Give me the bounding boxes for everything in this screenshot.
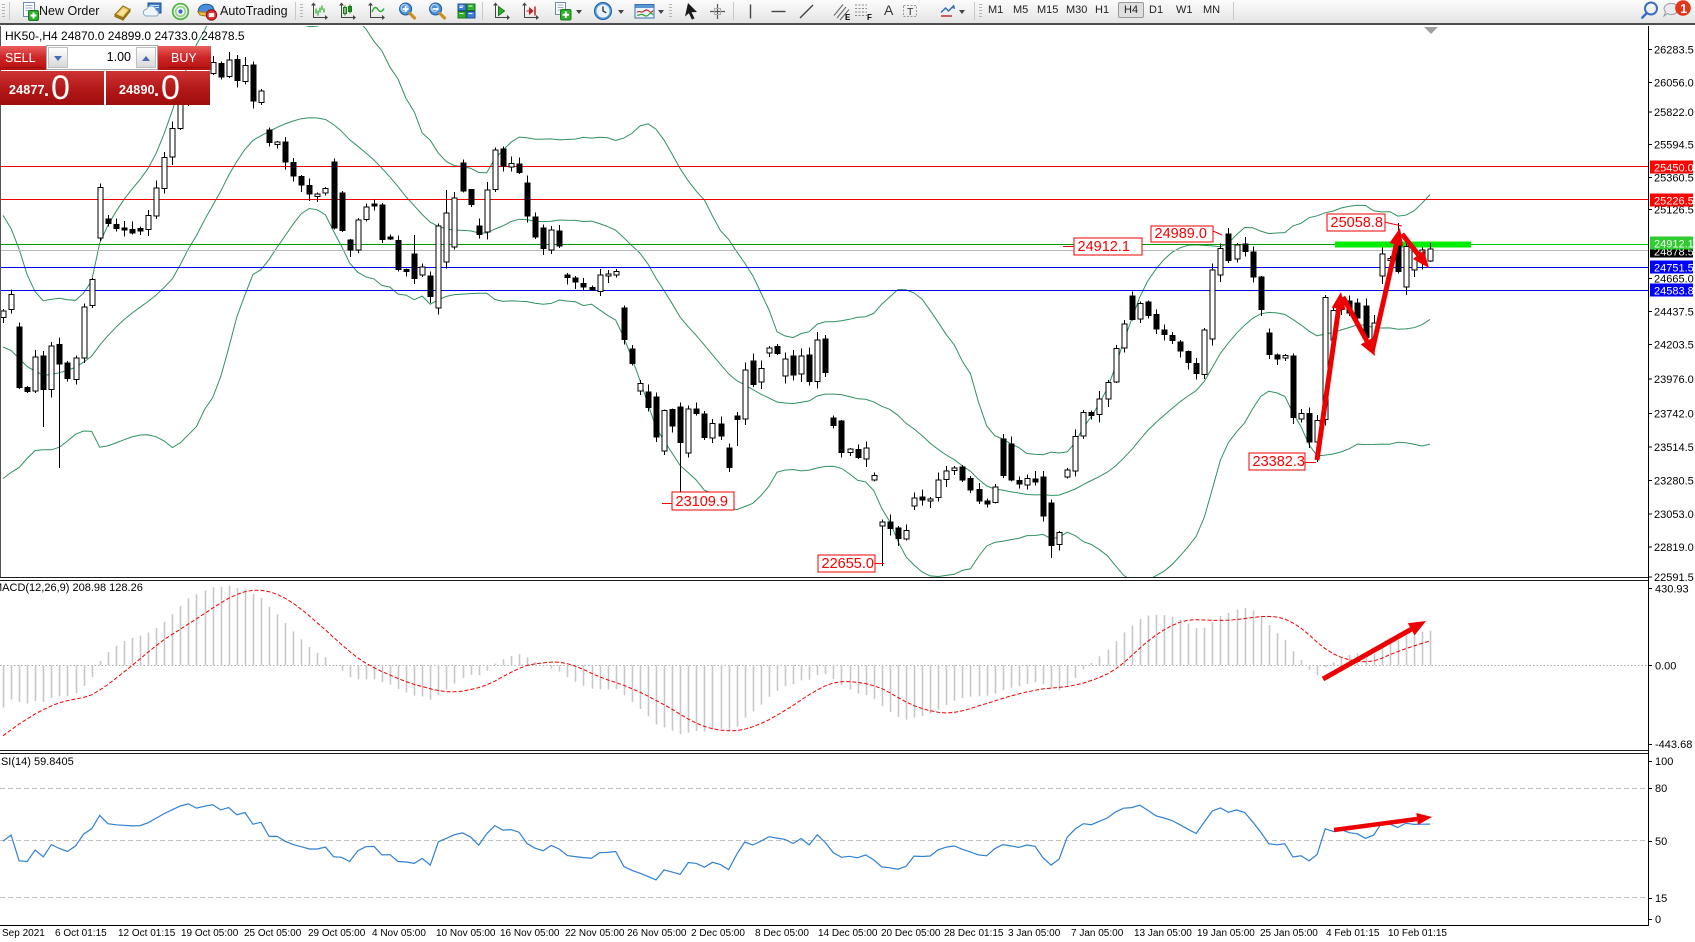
svg-text:19 Jan 05:00: 19 Jan 05:00 xyxy=(1197,928,1255,939)
svg-text:100: 100 xyxy=(1655,756,1673,768)
svg-text:3 Jan 05:00: 3 Jan 05:00 xyxy=(1008,928,1061,939)
svg-text:F: F xyxy=(867,13,872,21)
svg-text:25360.5: 25360.5 xyxy=(1654,173,1694,185)
svg-text:13 Jan 05:00: 13 Jan 05:00 xyxy=(1134,928,1192,939)
svg-text:24665.0: 24665.0 xyxy=(1654,274,1694,286)
svg-text:Sep 2021: Sep 2021 xyxy=(2,928,45,939)
svg-text:25226.5: 25226.5 xyxy=(1654,196,1694,208)
svg-text:25594.5: 25594.5 xyxy=(1654,139,1694,151)
svg-text:15: 15 xyxy=(1655,893,1667,905)
svg-text:23280.5: 23280.5 xyxy=(1654,476,1694,488)
svg-text:23514.5: 23514.5 xyxy=(1654,442,1694,454)
svg-text:25 Jan 05:00: 25 Jan 05:00 xyxy=(1260,928,1318,939)
svg-text:23382.3: 23382.3 xyxy=(1253,454,1305,470)
svg-text:24751.5: 24751.5 xyxy=(1654,263,1694,275)
svg-text:8 Dec 05:00: 8 Dec 05:00 xyxy=(755,928,809,939)
svg-text:T: T xyxy=(907,6,914,18)
svg-text:20 Dec 05:00: 20 Dec 05:00 xyxy=(881,928,941,939)
svg-text:16 Nov 05:00: 16 Nov 05:00 xyxy=(500,928,560,939)
svg-text:50: 50 xyxy=(1655,836,1667,848)
svg-text:25450.0: 25450.0 xyxy=(1654,163,1694,175)
svg-text:0: 0 xyxy=(1655,914,1661,926)
svg-text:22655.0: 22655.0 xyxy=(822,556,874,572)
svg-text:10 Feb 01:15: 10 Feb 01:15 xyxy=(1388,928,1447,939)
svg-text:7 Jan 05:00: 7 Jan 05:00 xyxy=(1071,928,1124,939)
svg-text:22 Nov 05:00: 22 Nov 05:00 xyxy=(565,928,625,939)
svg-text:29 Oct 05:00: 29 Oct 05:00 xyxy=(308,928,366,939)
svg-text:23742.0: 23742.0 xyxy=(1654,409,1694,421)
svg-text:24989.0: 24989.0 xyxy=(1155,226,1207,242)
svg-text:12 Oct 01:15: 12 Oct 01:15 xyxy=(118,928,176,939)
svg-text:RSI(14) 59.8405: RSI(14) 59.8405 xyxy=(0,756,74,768)
svg-text:HK50-,H4 24870.0 24899.0 2473: HK50-,H4 24870.0 24899.0 24733.0 24878.5 xyxy=(5,29,245,43)
svg-text:1: 1 xyxy=(1680,2,1687,16)
svg-text:22819.0: 22819.0 xyxy=(1654,542,1694,554)
svg-text:24912.1: 24912.1 xyxy=(1654,239,1694,251)
svg-text:25126.5: 25126.5 xyxy=(1654,205,1694,217)
svg-text:E: E xyxy=(845,13,851,21)
svg-text:22591.5: 22591.5 xyxy=(1654,572,1694,584)
svg-text:6 Oct 01:15: 6 Oct 01:15 xyxy=(55,928,107,939)
svg-text:26056.0: 26056.0 xyxy=(1654,78,1694,90)
svg-text:80: 80 xyxy=(1655,783,1667,795)
svg-text:24203.5: 24203.5 xyxy=(1654,340,1694,352)
svg-text:10 Nov 05:00: 10 Nov 05:00 xyxy=(436,928,496,939)
svg-text:25 Oct 05:00: 25 Oct 05:00 xyxy=(244,928,302,939)
svg-text:23109.9: 23109.9 xyxy=(676,494,728,510)
svg-text:25822.0: 25822.0 xyxy=(1654,107,1694,119)
svg-text:14 Dec 05:00: 14 Dec 05:00 xyxy=(818,928,878,939)
svg-text:2 Dec 05:00: 2 Dec 05:00 xyxy=(691,928,745,939)
svg-text:4 Nov 05:00: 4 Nov 05:00 xyxy=(372,928,426,939)
svg-text:26283.5: 26283.5 xyxy=(1654,44,1694,56)
svg-text:24437.5: 24437.5 xyxy=(1654,306,1694,318)
svg-text:MACD(12,26,9) 208.98 128.26: MACD(12,26,9) 208.98 128.26 xyxy=(0,582,143,594)
svg-text:23976.0: 23976.0 xyxy=(1654,374,1694,386)
svg-text:0.00: 0.00 xyxy=(1655,661,1676,673)
svg-text:24912.1: 24912.1 xyxy=(1078,239,1130,255)
svg-text:26 Nov 05:00: 26 Nov 05:00 xyxy=(627,928,687,939)
svg-text:23053.0: 23053.0 xyxy=(1654,509,1694,521)
svg-text:19 Oct 05:00: 19 Oct 05:00 xyxy=(181,928,239,939)
svg-text:25058.8: 25058.8 xyxy=(1331,215,1383,231)
svg-text:-443.68: -443.68 xyxy=(1655,739,1692,751)
svg-text:28 Dec 01:15: 28 Dec 01:15 xyxy=(944,928,1004,939)
svg-text:4 Feb 01:15: 4 Feb 01:15 xyxy=(1326,928,1380,939)
svg-text:430.93: 430.93 xyxy=(1655,584,1689,596)
svg-text:24583.8: 24583.8 xyxy=(1654,286,1694,298)
